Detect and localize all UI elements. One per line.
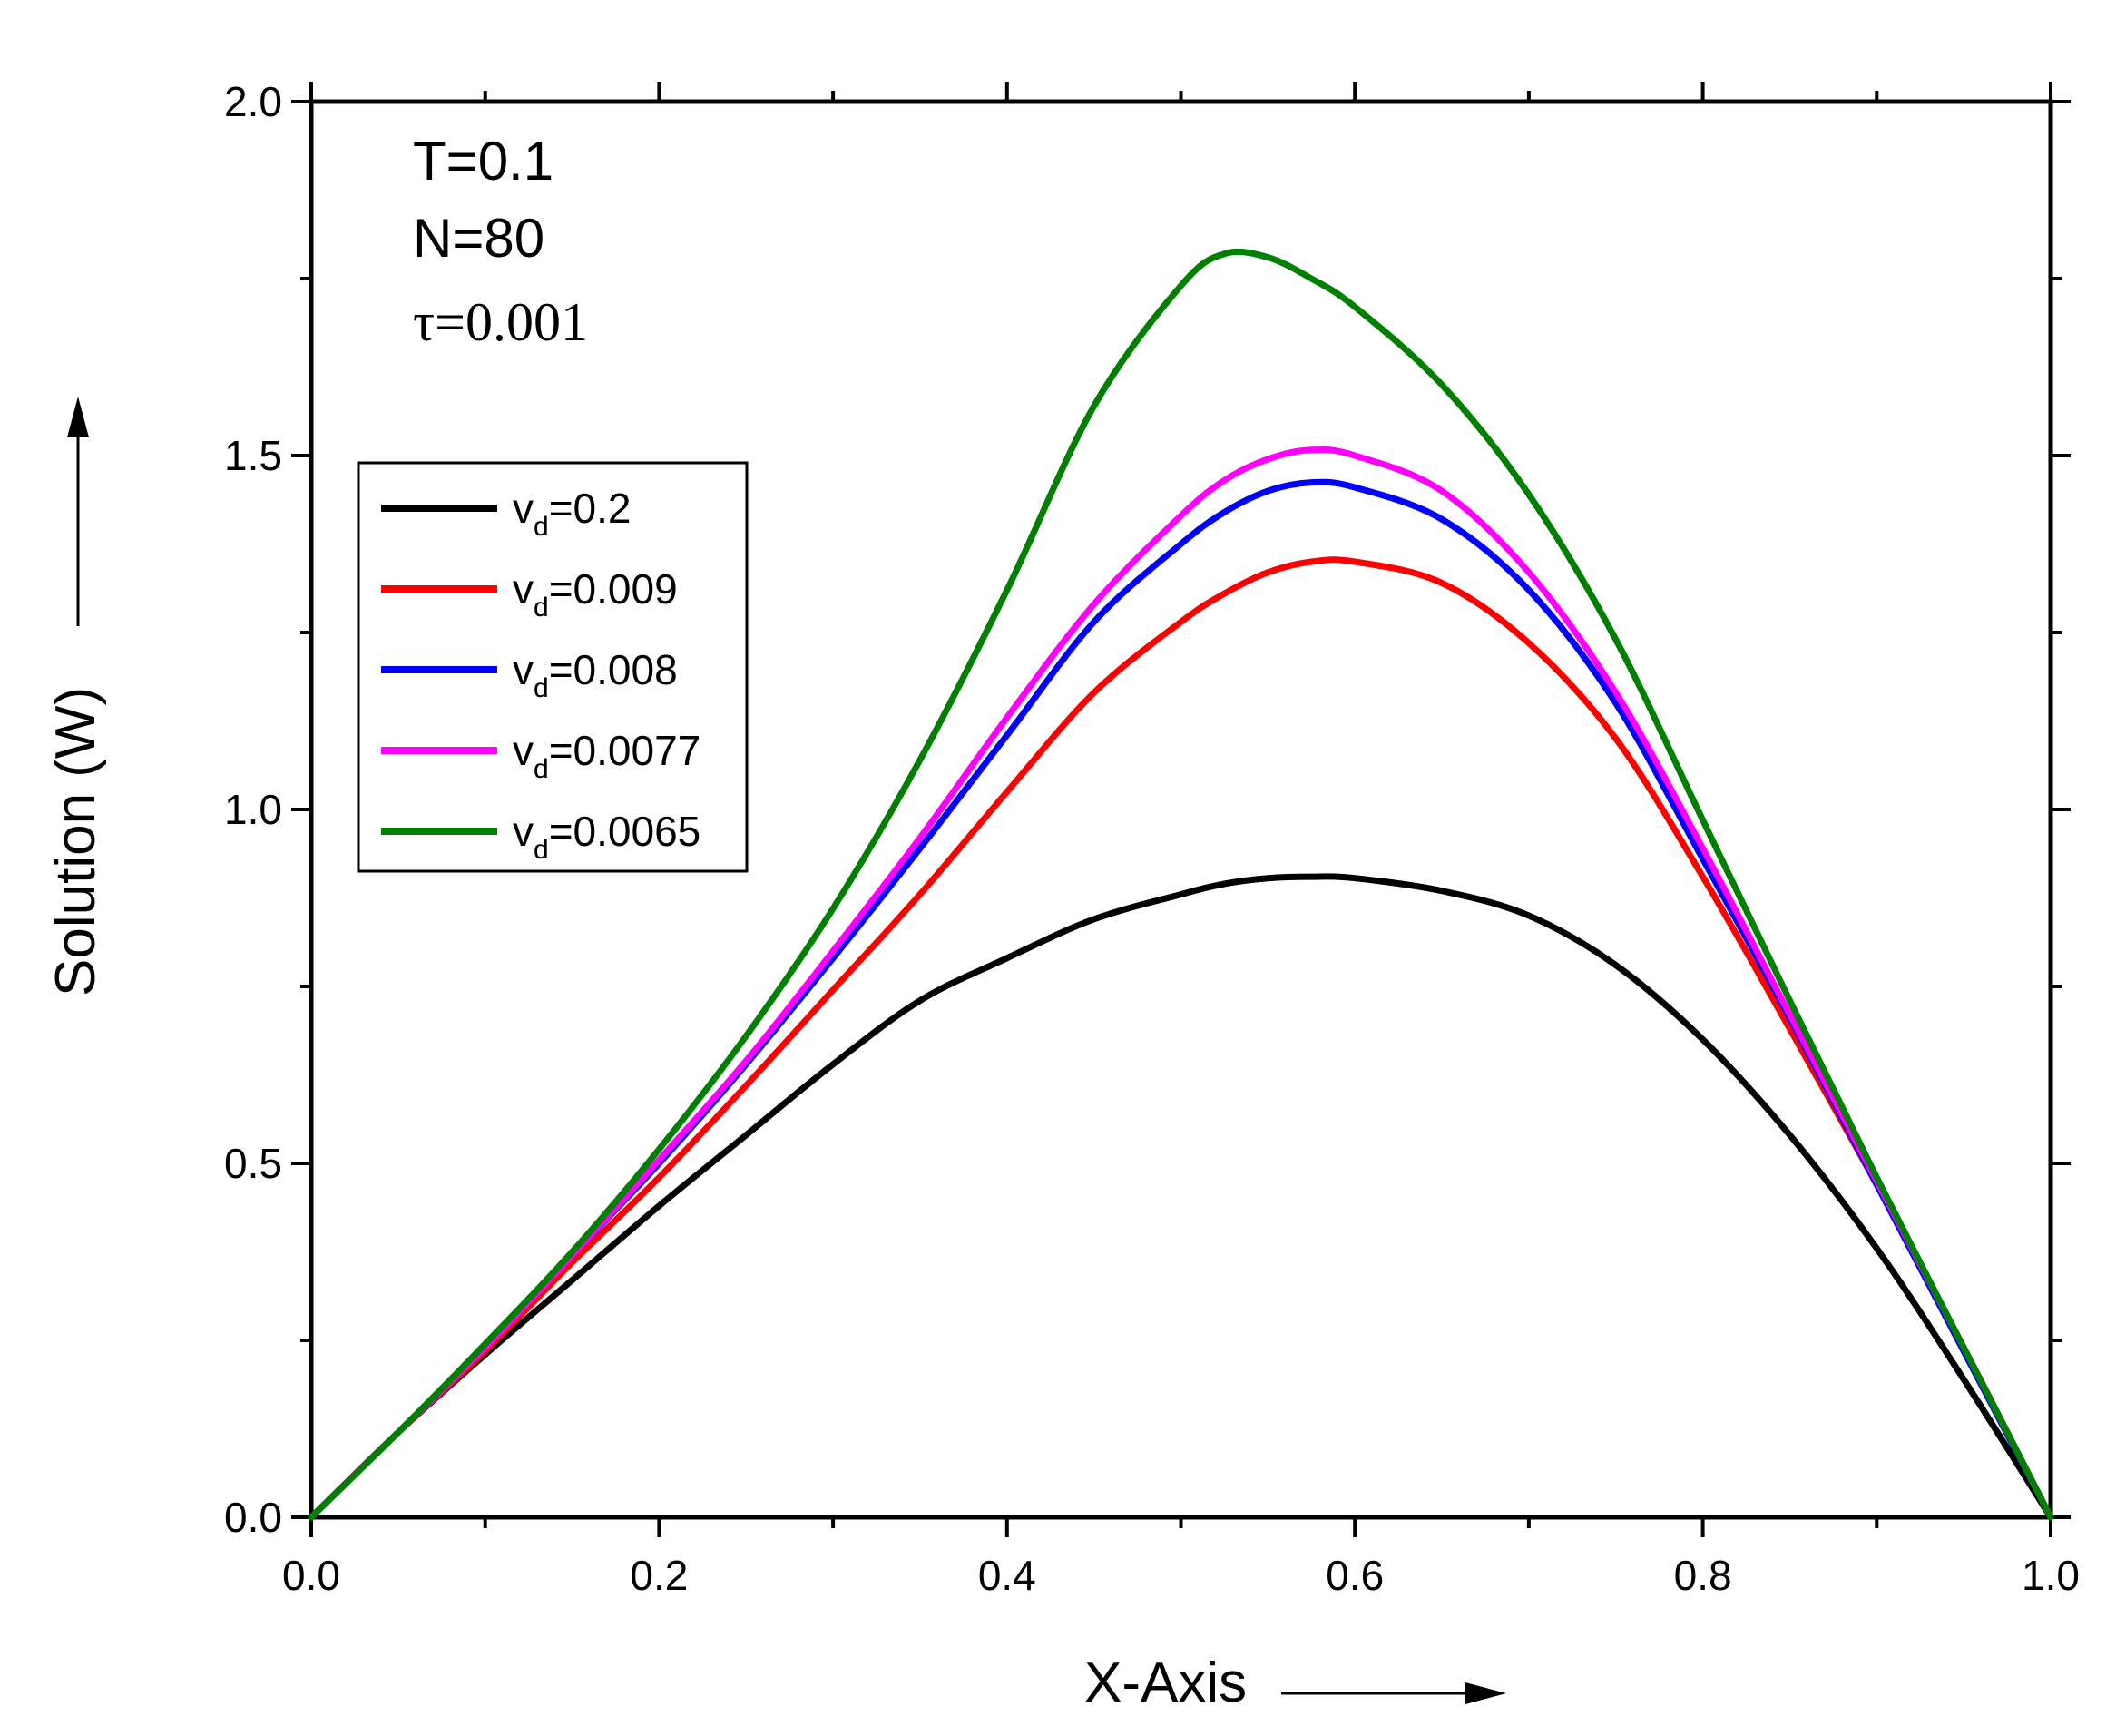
series-line-5: [308, 248, 2054, 1521]
x-axis-arrow-head: [1465, 1682, 1506, 1704]
y-tick-label: 1.0: [224, 786, 282, 833]
axis-ticks: 0.0 0.2 0.4 0.6 0.8 1.0 0.0 0.5 1.0 1.5 2.0: [224, 78, 2080, 1599]
legend-items: vd=0.2 vd=0.009 vd=0.008 vd=0.0077 vd=0.0065: [381, 485, 700, 865]
legend-label-1: vd=0.2: [513, 485, 632, 542]
y-axis-title: Solution (W): [44, 687, 107, 996]
x-tick-label: 0.8: [1674, 1552, 1732, 1599]
y-tick-label: 1.5: [224, 432, 282, 479]
y-tick-label: 0.0: [224, 1494, 282, 1541]
x-tick-label: 0.2: [630, 1552, 688, 1599]
y-tick-label: 0.5: [224, 1140, 282, 1187]
legend: vd=0.2 vd=0.009 vd=0.008 vd=0.0077 vd=0.0065: [357, 461, 749, 873]
series-line-4: [308, 446, 2054, 1521]
y-axis-arrow-head: [67, 397, 89, 437]
annotation-timestep: τ=0.001: [413, 292, 588, 352]
series-line-1: [308, 873, 2054, 1521]
annotation-time: T=0.1: [413, 131, 553, 191]
x-tick-label: 0.0: [282, 1552, 340, 1599]
y-tick-label: 2.0: [224, 78, 282, 125]
x-tick-label: 0.6: [1326, 1552, 1384, 1599]
series-line-2: [308, 556, 2054, 1521]
annotation-grid-size: N=80: [413, 208, 544, 269]
series-lines: [308, 248, 2054, 1521]
legend-label-3: vd=0.008: [513, 646, 678, 703]
legend-label-5: vd=0.0065: [513, 808, 700, 865]
legend-label-2: vd=0.009: [513, 565, 678, 623]
x-tick-label: 1.0: [2022, 1552, 2080, 1599]
x-axis-title: X-Axis: [1084, 1652, 1247, 1714]
x-tick-label: 0.4: [978, 1552, 1036, 1599]
legend-label-4: vd=0.0077: [513, 727, 700, 784]
